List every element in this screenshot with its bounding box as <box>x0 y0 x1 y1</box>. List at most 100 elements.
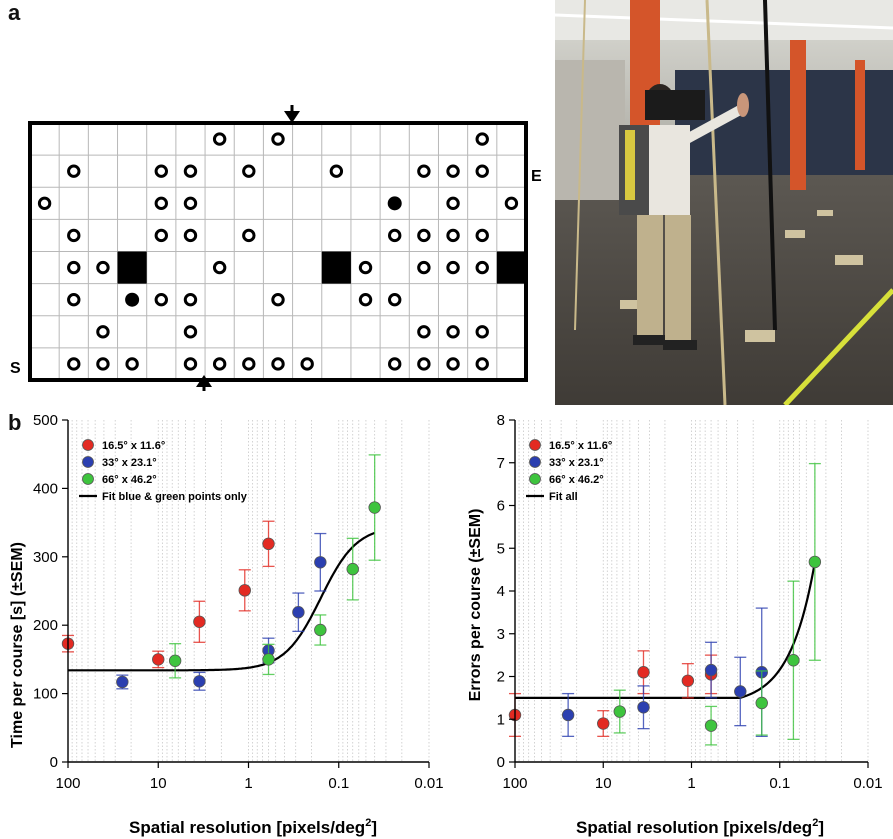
legend: 16.5° x 11.6° 33° x 23.1° 66° x 46.2° Fit b… <box>79 439 248 503</box>
maze-obstacles <box>37 132 526 371</box>
pole-obstacle <box>417 260 431 275</box>
pole-obstacle <box>96 325 110 339</box>
legend-entry: 16.5° x 11.6° <box>549 440 612 452</box>
data-point <box>704 663 718 677</box>
pole-obstacle <box>67 164 81 178</box>
data-point <box>704 719 718 732</box>
data-point <box>637 666 650 679</box>
pole-obstacle <box>475 325 489 339</box>
pole-obstacle <box>242 164 256 178</box>
x-tick-label: 100 <box>502 775 527 792</box>
data-points <box>61 454 381 691</box>
pole-obstacle <box>475 228 489 243</box>
legend-marker <box>82 456 94 468</box>
data-point <box>168 654 182 667</box>
pole-obstacle <box>475 260 489 275</box>
pole-obstacle <box>475 357 489 371</box>
fit-line <box>515 561 816 699</box>
panel-a-label: a <box>8 0 21 25</box>
axes: 0 100 200 300 400 500 100 10 1 0.1 0.01 <box>33 412 444 792</box>
data-point <box>292 606 305 619</box>
vertical-gridlines <box>71 420 430 762</box>
block-obstacle <box>321 251 351 284</box>
pole-obstacle <box>67 228 81 243</box>
filled-obstacle <box>387 196 402 211</box>
y-tick-label: 400 <box>33 480 58 497</box>
legend: 16.5° x 11.6° 33° x 23.1° 66° x 46.2° Fit a… <box>526 439 612 503</box>
maze-border <box>28 121 528 382</box>
x-tick-label: 1 <box>244 775 252 792</box>
data-point <box>193 615 206 628</box>
data-point <box>238 584 251 597</box>
y-tick-label: 0 <box>497 754 505 771</box>
pole-obstacle <box>212 357 227 371</box>
data-point <box>681 674 695 687</box>
y-tick-label: 6 <box>497 498 505 515</box>
y-tick-label: 2 <box>497 669 505 686</box>
legend-marker <box>82 473 94 485</box>
data-point <box>346 562 359 576</box>
maze-start-label: S <box>10 360 21 377</box>
pole-obstacle <box>154 164 168 178</box>
pole-obstacle <box>183 357 198 371</box>
pole-obstacle <box>417 325 431 339</box>
legend-fit-label: Fit blue & green points only <box>102 491 248 503</box>
x-tick-label: 0.1 <box>769 775 790 792</box>
data-point <box>314 623 327 637</box>
legend-entry: 33° x 23.1° <box>102 457 157 469</box>
axes: 0 1 2 3 4 5 6 7 8 100 10 1 0.1 0.01 <box>497 412 883 792</box>
data-point <box>637 701 650 714</box>
x-tick-label: 0.1 <box>328 775 349 792</box>
pole-obstacle <box>475 132 489 146</box>
pole-obstacle <box>154 196 168 211</box>
data-point <box>368 501 381 514</box>
pole-obstacle <box>271 132 285 146</box>
data-point <box>613 705 626 718</box>
entry-arrow-top <box>284 105 300 123</box>
y-tick-label: 300 <box>33 549 58 566</box>
time-per-course-chart: 0 100 200 300 400 500 100 10 1 0.1 0.01 16.5° x 11… <box>9 412 444 837</box>
legend-marker <box>529 439 541 451</box>
block-obstacle <box>117 251 147 284</box>
data-point <box>787 654 800 667</box>
data-point <box>314 556 327 569</box>
pole-obstacle <box>300 357 314 371</box>
entry-arrow-bottom <box>196 375 212 391</box>
legend-marker <box>82 439 94 451</box>
pole-obstacle <box>183 325 198 339</box>
pole-obstacle <box>475 164 489 178</box>
data-point <box>808 555 822 569</box>
x-tick-label: 0.01 <box>853 775 882 792</box>
pole-obstacle <box>96 260 110 275</box>
pole-obstacle <box>446 228 460 243</box>
x-tick-label: 0.01 <box>414 775 443 792</box>
data-point <box>755 696 768 710</box>
pole-obstacle <box>446 325 460 339</box>
pole-obstacle <box>446 196 460 211</box>
pole-obstacle <box>67 357 81 371</box>
pole-obstacle <box>242 228 256 243</box>
pole-obstacle <box>271 292 285 307</box>
y-tick-label: 7 <box>497 455 505 472</box>
pole-obstacle <box>271 357 285 371</box>
maze-grid <box>30 123 526 380</box>
pole-obstacle <box>183 228 198 243</box>
y-tick-label: 8 <box>497 412 505 429</box>
y-tick-label: 200 <box>33 617 58 634</box>
pole-obstacle <box>37 196 52 211</box>
pole-obstacle <box>446 260 460 275</box>
pole-obstacle <box>125 357 139 371</box>
pole-obstacle <box>388 228 402 243</box>
maze-end-label: E <box>531 168 542 185</box>
pole-obstacle <box>96 357 110 371</box>
data-point <box>193 675 206 688</box>
y-tick-label: 100 <box>33 686 58 703</box>
legend-fit-label: Fit all <box>549 491 578 503</box>
y-axis-label: Time per course [s] (±SEM) <box>9 542 26 748</box>
data-point <box>152 653 165 666</box>
legend-entry: 33° x 23.1° <box>549 457 604 469</box>
legend-marker <box>529 473 541 485</box>
fit-curve <box>515 561 816 699</box>
data-point <box>734 685 747 698</box>
pole-obstacle <box>446 164 460 178</box>
